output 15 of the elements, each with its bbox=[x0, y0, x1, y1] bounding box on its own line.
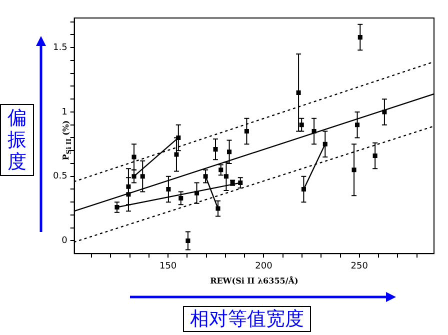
x-axis-title: REW(Si II λ6355/Å) bbox=[210, 275, 298, 286]
x-tick-label: 250 bbox=[350, 261, 368, 272]
x-tick-label: 200 bbox=[255, 261, 273, 272]
y-tick-label: 0.5 bbox=[52, 172, 68, 182]
y-tick-label: 1.5 bbox=[52, 42, 68, 53]
point bbox=[132, 154, 136, 160]
y-tick-label: 0 bbox=[62, 236, 68, 246]
x-tick-label: 150 bbox=[159, 261, 177, 272]
point bbox=[132, 174, 136, 179]
point bbox=[382, 110, 387, 114]
text: 相对等值宽度 bbox=[183, 306, 311, 332]
y-tick-label: 1 bbox=[62, 107, 68, 118]
point bbox=[213, 147, 218, 152]
text: 偏振度 bbox=[1, 107, 33, 173]
point bbox=[216, 206, 220, 211]
